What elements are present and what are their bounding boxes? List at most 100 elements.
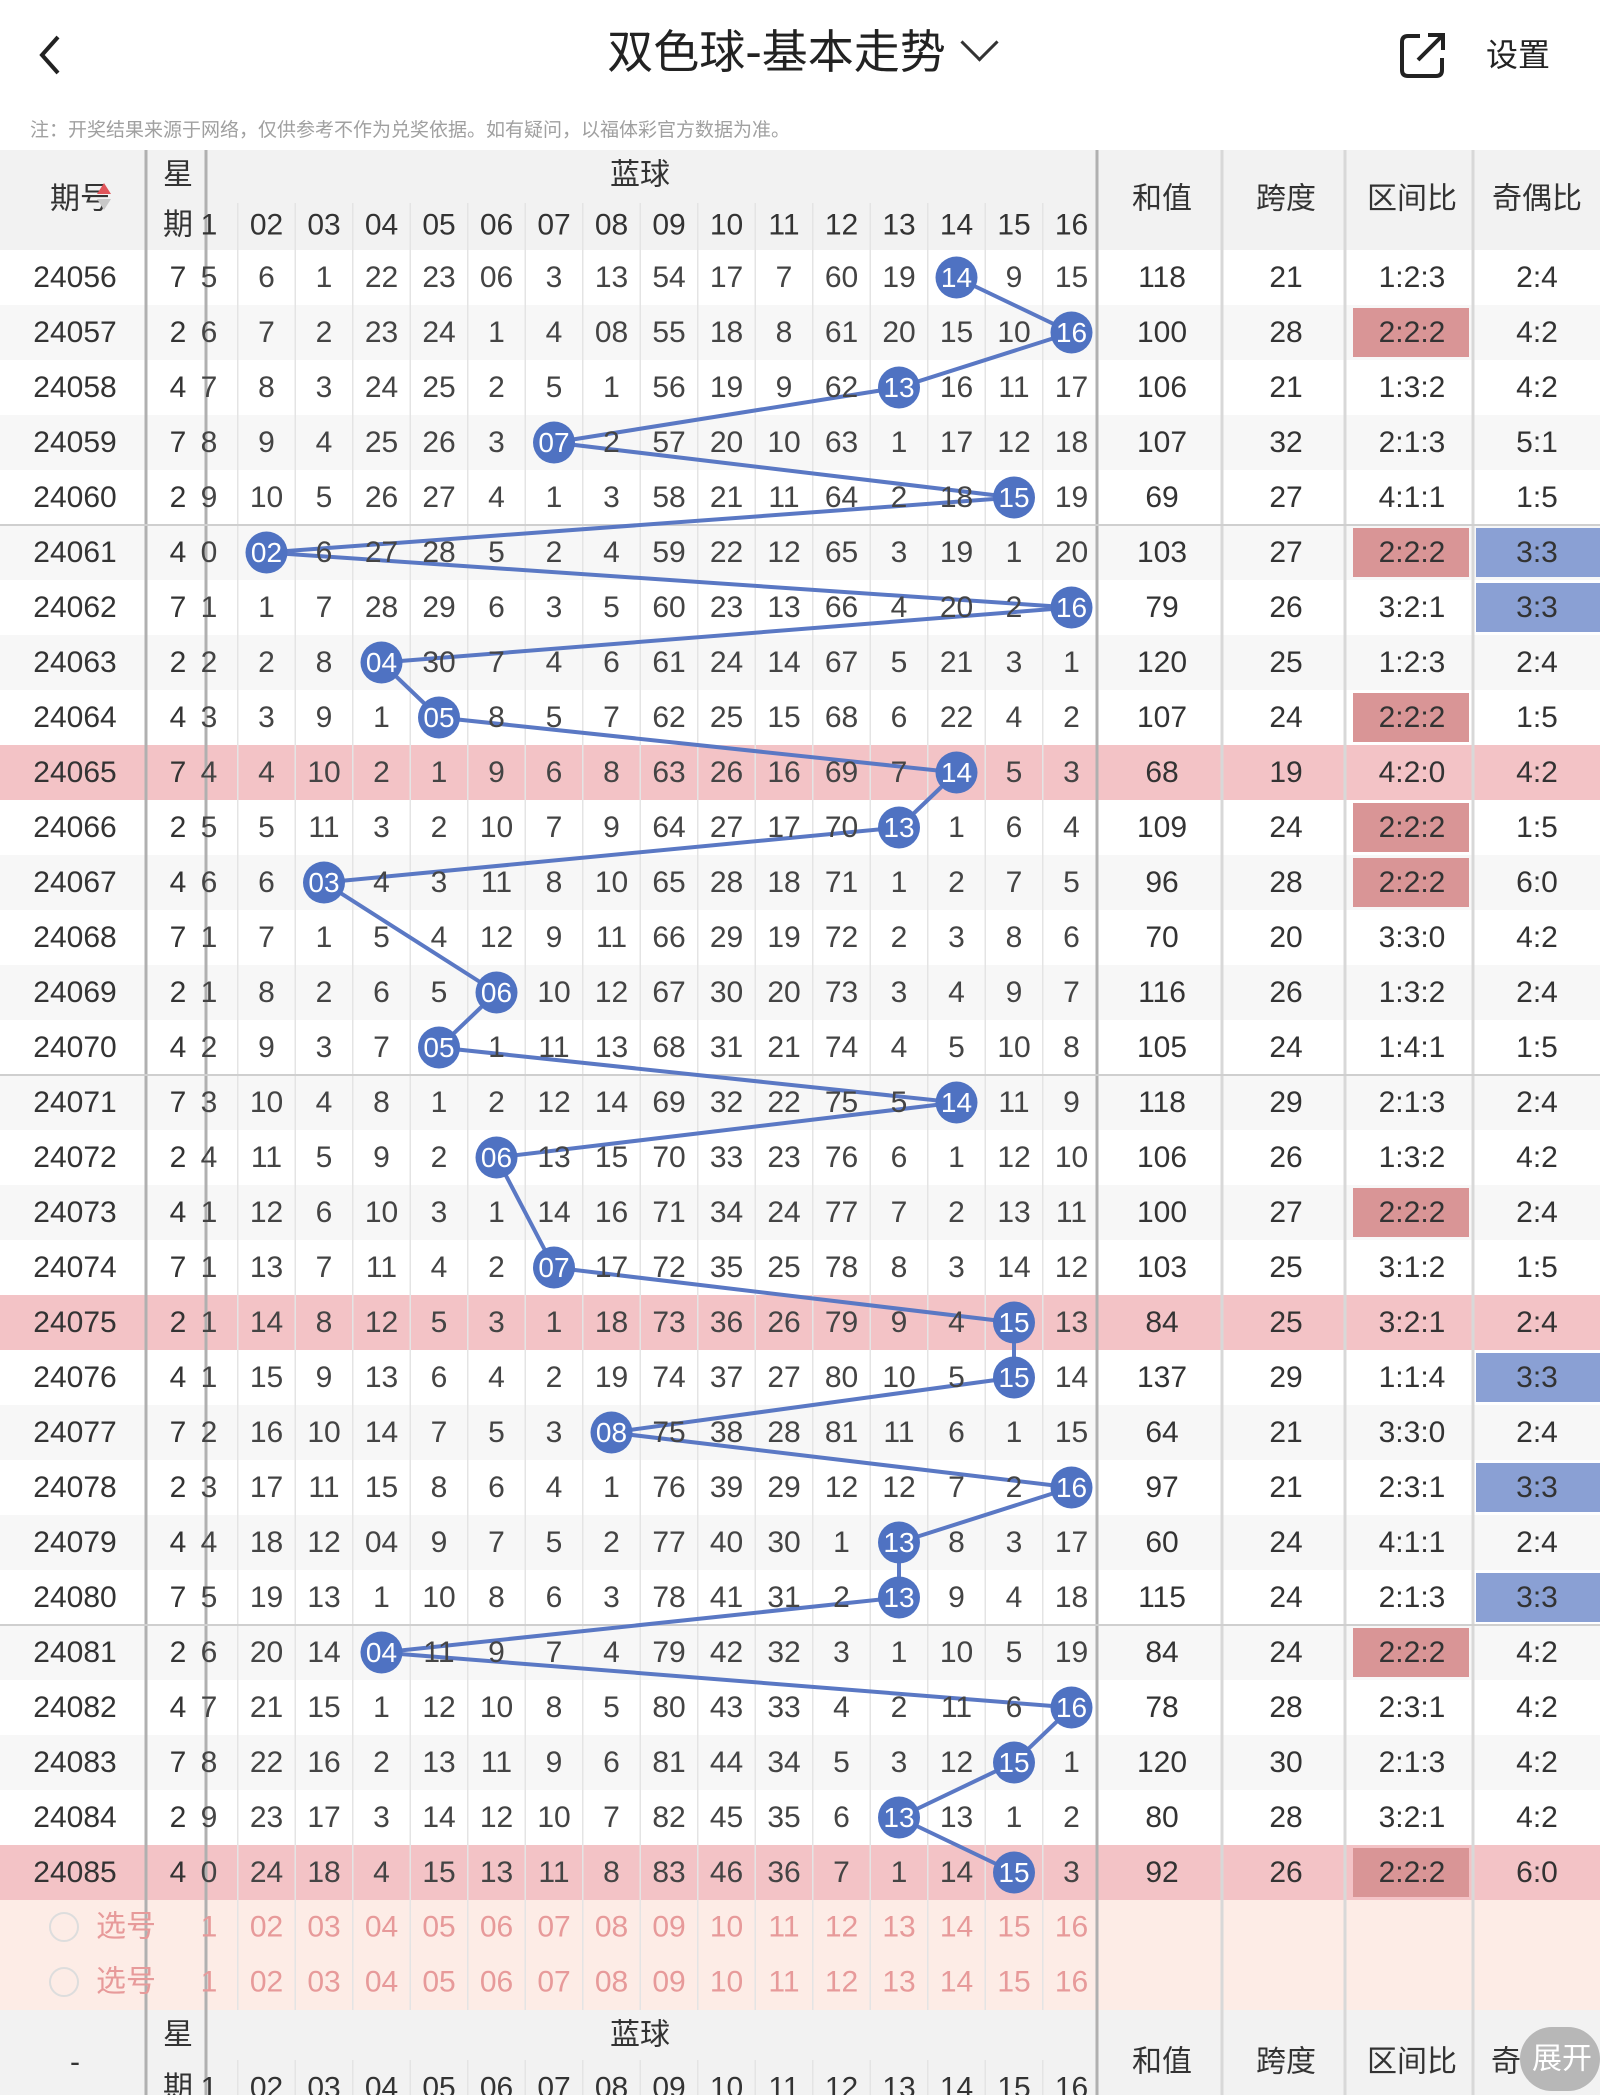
select-radio-icon[interactable]	[49, 1967, 79, 1997]
select-number-button[interactable]: 14	[940, 1966, 973, 1999]
select-number-button[interactable]: 1	[201, 1911, 218, 1944]
blue-miss-value: 23	[422, 261, 455, 294]
select-number-button[interactable]: 08	[595, 1966, 628, 1999]
blue-miss-value: 1	[488, 316, 505, 349]
select-label[interactable]: 选号	[96, 1966, 156, 1999]
blue-miss-value: 7	[891, 756, 908, 789]
row-odd-even: 1:5	[1516, 701, 1558, 734]
blue-miss-value: 12	[825, 1471, 858, 1504]
row-odd-even: 3:3	[1516, 536, 1558, 569]
select-number-button[interactable]: 12	[825, 1911, 858, 1944]
blue-miss-value: 4	[488, 481, 505, 514]
header-zone-ratio: 区间比	[1367, 183, 1457, 216]
select-number-button[interactable]: 15	[997, 1966, 1030, 1999]
blue-miss-value: 6	[948, 1416, 965, 1449]
sort-up-icon[interactable]	[97, 183, 111, 194]
blue-miss-value: 11	[596, 921, 627, 954]
select-number-button[interactable]: 03	[307, 1966, 340, 1999]
row-odd-even: 4:2	[1516, 1801, 1558, 1834]
blue-miss-value: 22	[250, 1746, 283, 1779]
select-number-button[interactable]: 05	[422, 1911, 455, 1944]
blue-miss-value: 31	[710, 1031, 743, 1064]
row-issue: 24058	[33, 371, 116, 404]
settings-button[interactable]: 设置	[1486, 36, 1551, 74]
select-number-button[interactable]: 08	[595, 1911, 628, 1944]
select-number-button[interactable]: 06	[480, 1911, 513, 1944]
expand-button[interactable]	[1520, 2027, 1600, 2091]
select-number-button[interactable]: 07	[537, 1911, 570, 1944]
select-number-button[interactable]: 11	[768, 1966, 799, 1999]
row-week: 2	[170, 976, 187, 1009]
blue-miss-value: 21	[250, 1691, 283, 1724]
blue-miss-value: 57	[652, 426, 685, 459]
row-span: 24	[1269, 1636, 1302, 1669]
blue-miss-value: 66	[652, 921, 685, 954]
select-number-button[interactable]: 05	[422, 1966, 455, 1999]
blue-miss-value: 19	[1055, 1636, 1088, 1669]
row-week: 4	[170, 1526, 187, 1559]
select-number-button[interactable]: 06	[480, 1966, 513, 1999]
sort-down-icon	[97, 199, 111, 210]
blue-miss-value: 28	[710, 866, 743, 899]
page-title[interactable]: 双色球-基本走势	[0, 22, 1600, 82]
expand-label[interactable]: 展开	[1532, 2043, 1592, 2076]
share-icon[interactable]	[1398, 30, 1448, 80]
blue-miss-value: 17	[595, 1251, 628, 1284]
select-number-button[interactable]: 09	[652, 1966, 685, 1999]
blue-miss-value: 11	[308, 1471, 339, 1504]
trend-line-segment	[266, 550, 1072, 610]
select-number-button[interactable]: 12	[825, 1966, 858, 1999]
blue-ball-marker	[878, 1796, 920, 1839]
footer-blue-number: 15	[997, 2072, 1030, 2095]
select-number-button[interactable]: 04	[365, 1911, 398, 1944]
select-number-button[interactable]: 07	[537, 1966, 570, 1999]
select-number-button[interactable]: 04	[365, 1966, 398, 1999]
blue-miss-value: 7	[1006, 866, 1023, 899]
blue-miss-value: 22	[940, 701, 973, 734]
select-number-button[interactable]: 09	[652, 1911, 685, 1944]
blue-miss-value: 5	[948, 1361, 965, 1394]
row-sum: 70	[1145, 921, 1178, 954]
select-number-button[interactable]: 13	[882, 1966, 915, 1999]
row-span: 26	[1269, 976, 1302, 1009]
select-number-button[interactable]: 16	[1055, 1911, 1088, 1944]
select-number-button[interactable]: 10	[710, 1911, 743, 1944]
blue-miss-value: 1	[201, 1361, 218, 1394]
select-number-button[interactable]: 02	[250, 1911, 283, 1944]
blue-miss-value: 4	[891, 591, 908, 624]
select-label[interactable]: 选号	[96, 1911, 156, 1944]
select-number-button[interactable]: 14	[940, 1911, 973, 1944]
select-number-button[interactable]: 10	[710, 1966, 743, 1999]
blue-miss-value: 20	[1055, 536, 1088, 569]
select-number-button[interactable]: 15	[997, 1911, 1030, 1944]
blue-ball-number: 04	[366, 647, 397, 678]
blue-miss-value: 7	[431, 1416, 448, 1449]
row-week: 2	[170, 316, 187, 349]
blue-ball-marker	[935, 256, 978, 299]
row-week: 4	[170, 536, 187, 569]
blue-miss-value: 4	[1006, 1581, 1023, 1614]
back-arrow-icon[interactable]	[30, 25, 74, 85]
row-sum: 107	[1137, 701, 1187, 734]
blue-miss-value: 7	[603, 1801, 620, 1834]
select-radio-icon[interactable]	[49, 1912, 79, 1942]
blue-miss-value: 18	[940, 481, 973, 514]
select-number-button[interactable]: 02	[250, 1966, 283, 1999]
row-zone-ratio: 2:2:2	[1379, 811, 1446, 844]
select-number-button[interactable]: 11	[768, 1911, 799, 1944]
blue-miss-value: 23	[710, 591, 743, 624]
blue-miss-value: 20	[710, 426, 743, 459]
blue-miss-value: 41	[710, 1581, 743, 1614]
header-blue-number: 06	[480, 209, 513, 242]
select-number-button[interactable]: 03	[307, 1911, 340, 1944]
blue-miss-value: 17	[767, 811, 800, 844]
header-blue-number: 04	[365, 209, 398, 242]
row-span: 32	[1269, 426, 1302, 459]
blue-miss-value: 72	[825, 921, 858, 954]
select-number-button[interactable]: 1	[201, 1966, 218, 1999]
select-number-button[interactable]: 16	[1055, 1966, 1088, 1999]
footer-blue-number: 13	[882, 2072, 915, 2095]
trend-line-segment	[381, 1595, 900, 1655]
select-number-button[interactable]: 13	[882, 1911, 915, 1944]
blue-miss-value: 8	[201, 1746, 218, 1779]
